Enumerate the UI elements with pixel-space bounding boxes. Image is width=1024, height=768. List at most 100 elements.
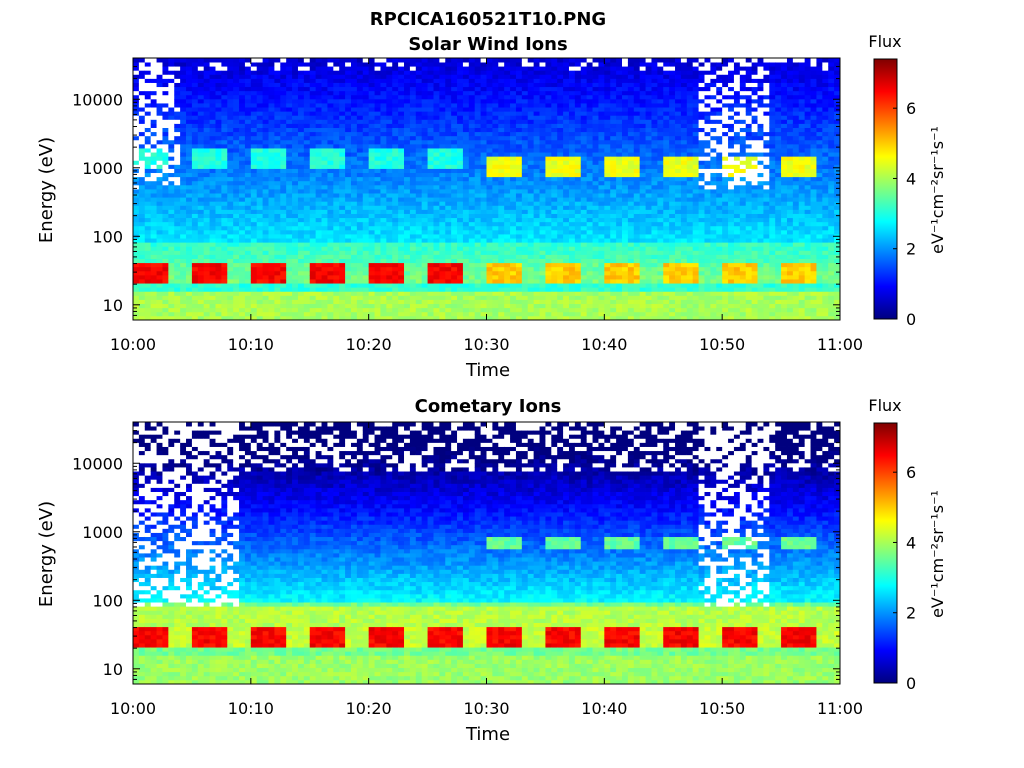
- heatmap-cell: [368, 94, 375, 100]
- heatmap-cell: [203, 152, 210, 157]
- heatmap-cell: [327, 180, 334, 186]
- heatmap-cell: [209, 262, 216, 268]
- heatmap-cell: [327, 193, 334, 198]
- heatmap-cell: [510, 127, 517, 133]
- heatmap-cell: [333, 270, 340, 276]
- heatmap-cell: [539, 197, 546, 202]
- heatmap-cell: [239, 254, 246, 259]
- heatmap-cell: [510, 176, 517, 182]
- heatmap-cell: [327, 189, 334, 194]
- heatmap-cell: [468, 258, 476, 264]
- heatmap-cell: [486, 307, 493, 313]
- heatmap-cell: [415, 156, 423, 161]
- heatmap-cell: [321, 107, 328, 112]
- heatmap-cell: [492, 201, 499, 206]
- heatmap-cell: [580, 229, 588, 235]
- heatmap-cell: [551, 168, 558, 174]
- heatmap-cell: [209, 168, 216, 174]
- heatmap-cell: [215, 135, 222, 141]
- heatmap-cell: [350, 115, 358, 120]
- heatmap-cell: [392, 250, 399, 255]
- heatmap-cell: [262, 103, 269, 108]
- heatmap-cell: [433, 242, 440, 247]
- heatmap-cell: [333, 205, 340, 210]
- heatmap-cell: [398, 152, 405, 157]
- heatmap-cell: [557, 127, 564, 133]
- heatmap-cell: [321, 246, 328, 251]
- heatmap-cell: [162, 111, 169, 116]
- heatmap-cell: [498, 172, 505, 178]
- heatmap-cell: [191, 123, 199, 128]
- heatmap-cell: [398, 58, 405, 63]
- heatmap-cell: [415, 262, 423, 268]
- heatmap-cell: [250, 115, 258, 120]
- heatmap-cell: [545, 82, 552, 88]
- heatmap-cell: [280, 172, 287, 178]
- heatmap-cell: [297, 262, 305, 268]
- heatmap-cell: [345, 111, 352, 116]
- heatmap-cell: [392, 90, 399, 96]
- heatmap-cell: [203, 168, 210, 174]
- heatmap-cell: [215, 131, 222, 137]
- heatmap-cell: [510, 103, 517, 108]
- heatmap-cell: [362, 123, 370, 128]
- heatmap-cell: [451, 70, 458, 75]
- heatmap-cell: [303, 291, 311, 296]
- heatmap-cell: [415, 180, 423, 186]
- heatmap-cell: [468, 184, 476, 190]
- heatmap-cell: [539, 217, 546, 223]
- heatmap-cell: [492, 184, 499, 190]
- heatmap-cell: [445, 143, 452, 149]
- heatmap-cell: [457, 274, 464, 280]
- heatmap-cell: [574, 58, 582, 63]
- heatmap-cell: [457, 238, 464, 243]
- heatmap-cell: [563, 176, 570, 182]
- heatmap-cell: [274, 127, 281, 133]
- heatmap-cell: [274, 119, 281, 124]
- heatmap-cell: [474, 279, 482, 284]
- heatmap-cell: [350, 201, 358, 206]
- heatmap-cell: [180, 98, 187, 104]
- heatmap-cell: [515, 123, 523, 128]
- heatmap-cell: [233, 180, 240, 186]
- heatmap-cell: [404, 242, 411, 247]
- heatmap-cell: [191, 287, 199, 292]
- heatmap-cell: [356, 143, 364, 149]
- heatmap-cell: [209, 303, 216, 309]
- heatmap-cell: [398, 111, 405, 116]
- heatmap-cell: [174, 103, 181, 108]
- heatmap-cell: [568, 205, 576, 210]
- heatmap-cell: [356, 205, 364, 210]
- heatmap-cell: [421, 86, 428, 92]
- heatmap-cell: [539, 131, 546, 137]
- heatmap-cell: [356, 74, 364, 79]
- heatmap-cell: [133, 156, 140, 161]
- heatmap-cell: [356, 291, 364, 296]
- heatmap-cell: [462, 258, 470, 264]
- heatmap-cell: [545, 229, 552, 235]
- heatmap-cell: [545, 123, 552, 128]
- heatmap-cell: [227, 225, 234, 231]
- heatmap-cell: [233, 58, 240, 63]
- heatmap-cell: [468, 62, 476, 67]
- heatmap-cell: [262, 315, 269, 321]
- heatmap-cell: [404, 139, 411, 145]
- heatmap-cell: [457, 266, 464, 272]
- heatmap-cell: [315, 66, 322, 71]
- heatmap-cell: [221, 111, 228, 116]
- heatmap-cell: [256, 103, 264, 108]
- heatmap-cell: [368, 103, 375, 108]
- heatmap-cell: [138, 66, 146, 71]
- heatmap-cell: [545, 164, 552, 169]
- heatmap-cell: [492, 74, 499, 79]
- heatmap-cell: [574, 119, 582, 124]
- heatmap-cell: [162, 295, 169, 300]
- heatmap-cell: [303, 201, 311, 206]
- heatmap-cell: [421, 152, 428, 157]
- heatmap-cell: [392, 311, 399, 317]
- heatmap-cell: [303, 156, 311, 161]
- heatmap-cell: [468, 205, 476, 210]
- heatmap-cell: [586, 311, 593, 317]
- heatmap-cell: [150, 164, 157, 169]
- heatmap-cell: [197, 209, 205, 214]
